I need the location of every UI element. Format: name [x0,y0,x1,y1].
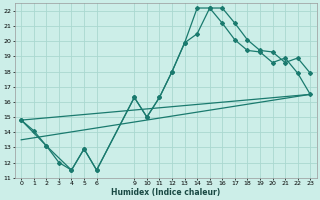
X-axis label: Humidex (Indice chaleur): Humidex (Indice chaleur) [111,188,220,197]
